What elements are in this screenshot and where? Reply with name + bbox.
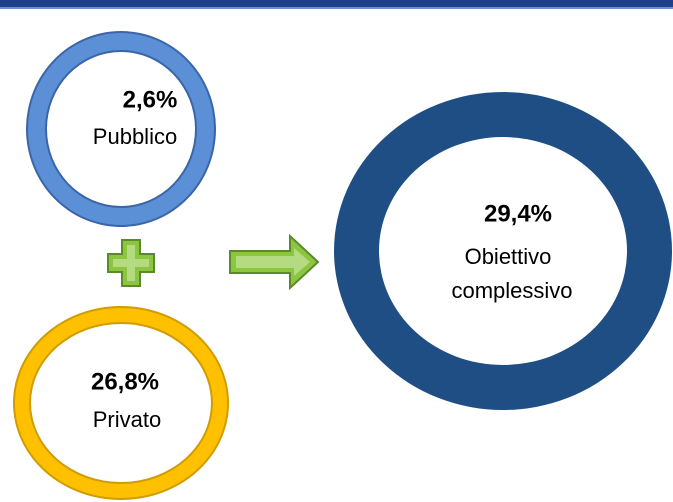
ring-hole (379, 137, 627, 365)
top-bar-line (0, 7, 673, 9)
top-bar (0, 0, 673, 7)
arrow (229, 233, 320, 291)
arrow-highlight (236, 248, 310, 276)
plus-highlight (113, 245, 149, 281)
node-value: 29,4% (484, 200, 552, 227)
ring-hole (47, 52, 195, 206)
node-label: Pubblico (93, 124, 177, 149)
node-value: 2,6% (123, 86, 178, 113)
node-label: Privato (93, 407, 161, 432)
node-label: complessivo (451, 278, 572, 303)
node-value: 26,8% (91, 368, 159, 395)
node-label: Obiettivo (465, 244, 552, 269)
plus-icon (107, 239, 155, 287)
ring-hole (31, 324, 211, 482)
